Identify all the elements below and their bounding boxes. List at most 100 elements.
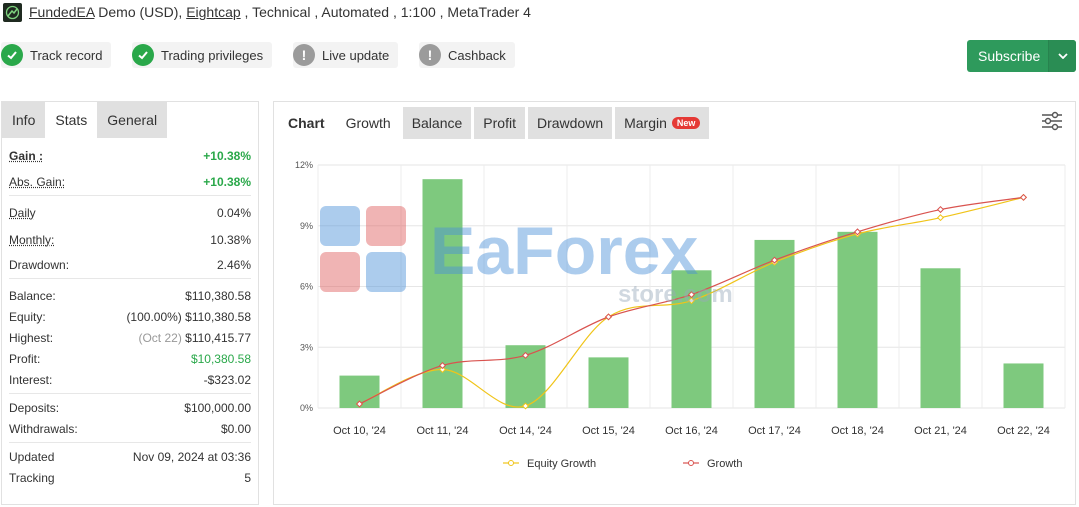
tab-stats[interactable]: Stats xyxy=(45,102,98,138)
divider xyxy=(9,195,251,196)
y-tick-label: 9% xyxy=(300,221,313,231)
stat-label: Profit: xyxy=(9,351,41,366)
subscribe-button[interactable]: Subscribe xyxy=(967,40,1076,72)
badge-track-record[interactable]: Track record xyxy=(1,42,112,68)
stat-value: Nov 09, 2024 at 03:36 xyxy=(132,449,251,464)
bar xyxy=(588,357,629,408)
tab-info[interactable]: Info xyxy=(2,102,46,138)
account-type: Demo (USD), xyxy=(98,4,187,20)
watermark-text: EaForex xyxy=(430,213,699,289)
stat-label[interactable]: Monthly: xyxy=(9,232,55,247)
y-tick-label: 0% xyxy=(300,403,313,413)
stat-value: $100,000.00 xyxy=(184,400,251,415)
left-tabs: Info Stats General xyxy=(2,102,258,138)
divider xyxy=(9,442,251,443)
account-summary: FundedEA Demo (USD), Eightcap , Technica… xyxy=(29,4,531,20)
stat-highest: Highest: (Oct 22) $110,415.77 xyxy=(9,327,251,348)
x-tick-label: Oct 15, '24 xyxy=(582,425,635,437)
data-point xyxy=(936,206,945,214)
stat-label[interactable]: Abs. Gain: xyxy=(9,174,66,189)
tab-balance[interactable]: Balance xyxy=(402,107,472,139)
badge-label: Cashback xyxy=(448,47,506,63)
legend-marker xyxy=(688,460,694,466)
subscribe-label: Subscribe xyxy=(978,48,1041,64)
badge-trading-privileges[interactable]: Trading privileges xyxy=(132,42,273,68)
broker-link[interactable]: Eightcap xyxy=(186,4,241,20)
stat-value: $0.00 xyxy=(220,421,251,436)
stat-value: +10.38% xyxy=(203,148,251,163)
tab-drawdown[interactable]: Drawdown xyxy=(527,107,613,139)
data-point xyxy=(438,365,447,374)
stat-monthly: Monthly: 10.38% xyxy=(9,229,251,250)
stat-label: Withdrawals: xyxy=(9,421,78,436)
stat-label: Deposits: xyxy=(9,400,60,415)
stat-equity: Equity: (100.00%) $110,380.58 xyxy=(9,306,251,327)
data-point xyxy=(355,400,364,408)
badge-label: Track record xyxy=(30,47,103,63)
stat-label: Equity: xyxy=(9,309,46,324)
x-tick-label: Oct 21, '24 xyxy=(914,425,967,437)
badge-cashback[interactable]: ! Cashback xyxy=(419,42,515,68)
stat-daily: Daily 0.04% xyxy=(9,202,251,223)
stat-label: Interest: xyxy=(9,372,53,387)
data-point xyxy=(687,297,696,305)
exclamation-icon: ! xyxy=(419,44,441,66)
data-point xyxy=(936,214,945,222)
stats-panel: Info Stats General Gain : +10.38% Abs. Ga… xyxy=(1,101,259,505)
data-point xyxy=(521,402,530,410)
y-tick-label: 3% xyxy=(300,342,313,352)
tab-chart[interactable]: Chart xyxy=(288,115,325,131)
x-tick-label: Oct 11, '24 xyxy=(416,425,468,437)
x-tick-label: Oct 10, '24 xyxy=(333,425,386,437)
highest-date: (Oct 22) xyxy=(138,330,182,345)
x-tick-label: Oct 14, '24 xyxy=(499,425,552,437)
badge-label: Trading privileges xyxy=(161,47,264,63)
stat-value: -$323.02 xyxy=(203,372,251,387)
stat-label[interactable]: Daily xyxy=(9,205,36,220)
equity-growth-line xyxy=(359,196,1024,408)
exclamation-icon: ! xyxy=(293,44,315,66)
tab-margin[interactable]: Margin New xyxy=(615,107,710,139)
stat-value: $110,415.77 xyxy=(185,330,251,345)
chevron-down-icon[interactable] xyxy=(1048,40,1076,72)
filter-settings-icon[interactable] xyxy=(1041,111,1063,131)
stat-deposits: Deposits: $100,000.00 xyxy=(9,397,251,418)
bar xyxy=(1003,363,1044,408)
check-icon xyxy=(132,44,154,66)
stat-label: Updated xyxy=(9,449,55,464)
stat-label[interactable]: Gain : xyxy=(9,148,44,163)
stat-value: $10,380.58 xyxy=(190,351,251,366)
logo-icon xyxy=(3,3,22,22)
chart-panel: Chart Growth Balance Profit Drawdown Mar… xyxy=(273,101,1076,505)
data-point xyxy=(521,351,530,359)
stat-value: 10.38% xyxy=(210,232,251,247)
stat-label: Tracking xyxy=(9,470,55,485)
watermark-subtext: store.com xyxy=(618,281,733,308)
stat-drawdown: Drawdown: 2.46% xyxy=(9,254,251,275)
badge-live-update[interactable]: ! Live update xyxy=(293,42,399,68)
legend-marker xyxy=(508,460,514,466)
system-name-link[interactable]: FundedEA xyxy=(29,4,95,20)
bar xyxy=(920,268,961,408)
stat-label: Drawdown: xyxy=(9,257,70,272)
legend-label: Equity Growth xyxy=(527,458,596,470)
stat-gain: Gain : +10.38% xyxy=(9,145,251,166)
stats-list: Gain : +10.38% Abs. Gain: +10.38% Daily 0.0… xyxy=(2,138,258,488)
stat-label: Balance: xyxy=(9,288,56,303)
growth-chart: 0% 3% 6% 9% 12% Oct 10, '24 Oct 11, '24 Oct 14,… xyxy=(295,160,1066,470)
stat-value: +10.38% xyxy=(203,174,251,189)
stat-value: $110,380.58 xyxy=(185,309,251,324)
badge-label: Live update xyxy=(322,47,390,63)
tab-growth[interactable]: Growth xyxy=(345,115,391,131)
chart-tabs: Chart Growth Balance Profit Drawdown Mar… xyxy=(279,107,712,139)
divider xyxy=(9,393,251,394)
stat-abs-gain: Abs. Gain: +10.38% xyxy=(9,171,251,192)
header: FundedEA Demo (USD), Eightcap , Technica… xyxy=(0,0,1079,26)
data-point xyxy=(1019,193,1028,201)
data-point xyxy=(604,313,613,321)
tab-general[interactable]: General xyxy=(97,102,168,138)
stat-value: 5 xyxy=(244,470,251,485)
stat-tracking: Tracking 5 xyxy=(9,467,251,488)
tab-profit[interactable]: Profit xyxy=(474,107,525,139)
data-point xyxy=(687,291,696,299)
